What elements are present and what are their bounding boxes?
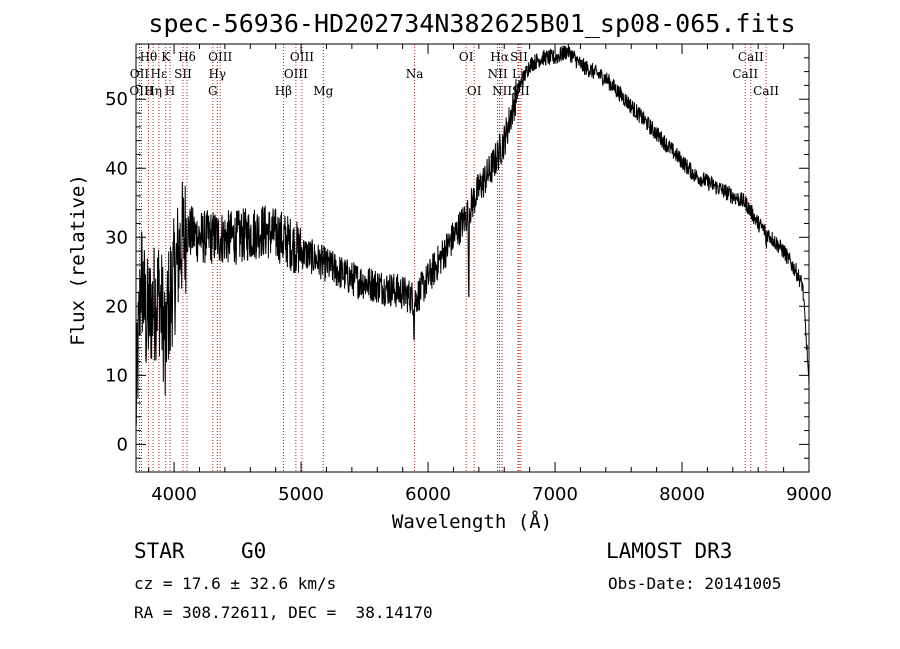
object-class: STAR [134,539,185,563]
line-marker-label: CaII [753,84,779,98]
line-marker-label: NII [492,84,512,98]
line-marker-label: H [165,84,175,98]
x-tick-label: 9000 [786,484,832,505]
spectrum-line [135,43,810,426]
y-tick-label: 30 [105,227,128,248]
line-marker-label: OI [459,50,474,64]
line-marker-label: OI [467,84,482,98]
y-tick-label: 50 [105,89,128,110]
object-subclass: G0 [241,539,267,563]
line-marker-label: OIII [284,67,308,81]
y-tick-label: 10 [105,365,128,386]
x-tick-label: 6000 [405,484,451,505]
line-marker-label: OII [130,67,150,81]
line-marker-label: Hδ [178,50,196,64]
line-marker-label: SII [510,50,528,64]
x-tick-label: 7000 [532,484,578,505]
line-marker-label: Hα [490,50,509,64]
line-marker-label: K [161,50,171,64]
line-marker-label: Li [512,67,524,81]
line-marker-label: OIII [290,50,314,64]
y-tick-label: 20 [105,296,128,317]
line-marker-label: Hβ [275,84,292,98]
x-axis-label: Wavelength (Å) [392,510,552,533]
line-marker-label: Hε [151,67,168,81]
plot-frame [135,43,810,473]
line-marker-label: Hη [144,84,162,98]
line-marker-label: G [208,84,218,98]
line-marker-label: CaII [732,67,758,81]
chart-title: spec-56936-HD202734N382625B01_sp08-065.f… [148,9,795,38]
line-marker-label: Na [406,67,424,81]
line-marker-label: OIII [208,50,232,64]
line-marker-label: Mg [313,84,333,98]
line-marker-label: SII [174,67,192,81]
x-tick-label: 8000 [659,484,705,505]
y-axis-ticks: 0 10 20 30 40 50 [105,57,809,459]
x-tick-label: 4000 [151,484,197,505]
redshift-info: cz = 17.6 ± 32.6 km/s [134,574,337,593]
y-tick-label: 0 [117,434,128,455]
obs-date: Obs-Date: 20141005 [608,574,782,593]
y-tick-label: 40 [105,158,128,179]
coordinates: RA = 308.72611, DEC = 38.14170 [134,603,433,622]
line-marker-label: CaII [738,50,764,64]
y-axis-label: Flux (relative) [67,174,89,346]
line-marker-label: Hγ [208,67,226,81]
x-tick-label: 5000 [278,484,324,505]
x-axis-ticks: 4000 5000 6000 7000 8000 9000 [148,44,832,505]
line-marker-label: NII [488,67,508,81]
survey-name: LAMOST DR3 [606,539,733,563]
line-marker-label: Hθ [140,50,158,64]
